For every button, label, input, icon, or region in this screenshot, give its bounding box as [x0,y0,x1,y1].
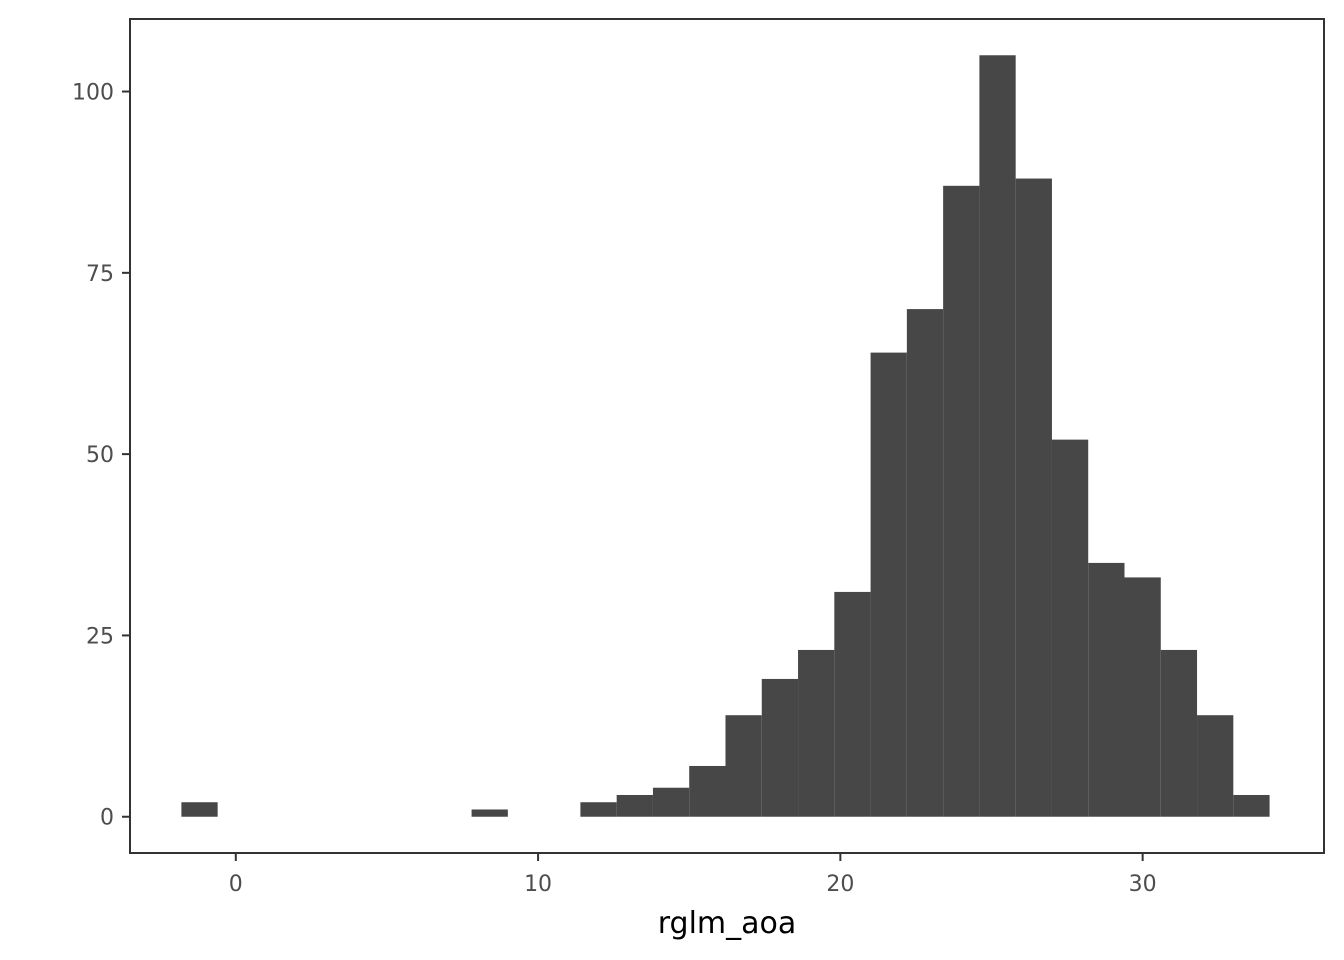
histogram-bar [1088,562,1125,817]
histogram-bar [1015,178,1052,817]
histogram-bar [798,649,835,817]
histogram-bar [834,591,871,817]
histogram-bar [181,802,218,817]
panel-border [129,18,1325,854]
y-tick-label: 50 [86,443,114,468]
x-axis-title: rglm_aoa [658,906,797,941]
histogram-bar [979,55,1016,817]
x-tick-label: 30 [1129,872,1157,897]
histogram-bar [725,715,762,817]
histogram-bar [1233,794,1270,817]
bars-group [181,55,1270,817]
x-axis: 0 10 20 30 [229,853,1157,897]
x-tick-label: 10 [524,872,552,897]
histogram-bar [1197,715,1234,817]
histogram-bar [1051,439,1089,817]
histogram-bar [1160,649,1198,817]
histogram-bar [580,802,617,817]
histogram-bar [870,352,907,817]
histogram-bar [761,678,799,817]
histogram-bar [1124,577,1161,817]
y-tick-label: 25 [86,624,114,649]
y-tick-label: 75 [86,262,114,287]
histogram-bar [689,765,726,817]
y-tick-label: 0 [100,806,114,831]
x-tick-label: 20 [826,872,854,897]
y-axis: 0 25 50 75 100 [72,81,130,831]
y-tick-label: 100 [72,81,114,106]
x-tick-label: 0 [229,872,243,897]
histogram-bar [943,185,980,817]
histogram-bar [471,809,508,817]
histogram-bar [906,309,944,817]
histogram-bar [652,787,690,817]
histogram-bar [616,794,653,817]
